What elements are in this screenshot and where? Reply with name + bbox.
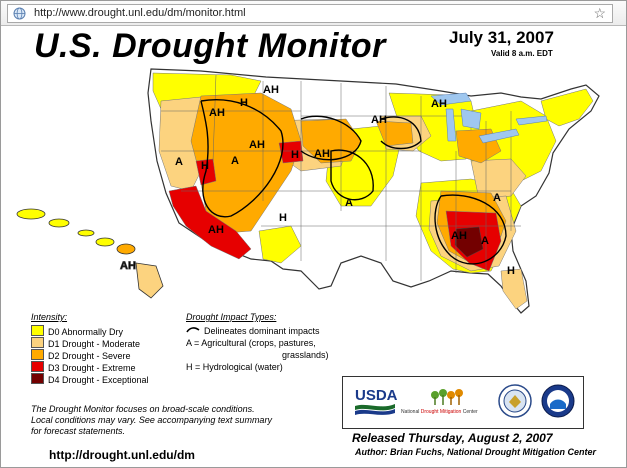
url-text: http://www.drought.unl.edu/dm/monitor.ht…	[34, 7, 246, 19]
map-label: A	[345, 197, 353, 209]
map-label: A	[493, 192, 501, 204]
ndmc-wordmark: National Drought Mitigation Center	[401, 409, 478, 415]
legend-item-d0: D0 Abnormally Dry	[31, 325, 149, 337]
map-label: A	[481, 235, 489, 247]
map-label: AH	[431, 98, 447, 110]
map-label: AH	[249, 139, 265, 151]
d1-swatch	[31, 337, 44, 348]
address-bar: http://www.drought.unl.edu/dm/monitor.ht…	[1, 1, 626, 26]
map-label: H	[240, 97, 248, 109]
impact-legend: Drought Impact Types: Delineates dominan…	[186, 312, 329, 373]
page-title: U.S. Drought Monitor	[34, 27, 386, 65]
release-date: Released Thursday, August 2, 2007	[352, 431, 553, 445]
map-label: H	[279, 212, 287, 224]
globe-icon	[13, 7, 26, 20]
d3-swatch	[31, 361, 44, 372]
ndmc-logo	[431, 389, 463, 405]
d4-areas	[454, 226, 484, 258]
impact-labels: AH H AH AH AH AH H AH H A A A AH H AH A …	[175, 84, 515, 277]
map-label: H	[507, 265, 515, 277]
sponsor-logos: USDA National Drought Mitigation Center	[342, 376, 584, 429]
d4-swatch	[31, 373, 44, 384]
map-label: AH	[120, 260, 136, 272]
impact-agricultural: A = Agricultural (crops, pastures,	[186, 338, 316, 348]
impact-header: Drought Impact Types:	[186, 312, 277, 322]
impact-agricultural-cont: grasslands)	[282, 350, 329, 360]
map-label: AH	[209, 107, 225, 119]
url-field[interactable]: http://www.drought.unl.edu/dm/monitor.ht…	[7, 4, 613, 23]
map-label: AH	[263, 84, 279, 96]
impact-hydrological: H = Hydrological (water)	[186, 362, 283, 372]
map-label: H	[291, 149, 299, 161]
author-line: Author: Brian Fuchs, National Drought Mi…	[355, 447, 596, 457]
map-label: A	[231, 155, 239, 167]
svg-text:USDA: USDA	[355, 387, 397, 404]
d2-swatch	[31, 349, 44, 360]
state-borders	[161, 74, 521, 281]
intensity-header: Intensity:	[31, 312, 68, 322]
valid-time: Valid 8 a.m. EDT	[491, 49, 553, 58]
map-label: AH	[451, 230, 467, 242]
map-date: July 31, 2007	[449, 28, 554, 47]
disclaimer-note: The Drought Monitor focuses on broad-sca…	[31, 404, 272, 436]
noaa-seal-icon	[541, 384, 575, 418]
usda-logo: USDA	[355, 387, 397, 415]
map-label: H	[201, 160, 209, 172]
map-label: AH	[314, 148, 330, 160]
drought-map: AH H AH AH AH AH H AH H A A A AH H AH A …	[16, 68, 600, 314]
legend-item-d1: D1 Drought - Moderate	[31, 337, 149, 349]
doc-seal-icon	[498, 384, 532, 418]
site-url: http://drought.unl.edu/dm	[49, 448, 195, 462]
map-label: AH	[371, 114, 387, 126]
hawaii: AH	[16, 208, 164, 299]
map-label: AH	[208, 224, 224, 236]
impact-lines	[200, 99, 507, 265]
d0-swatch	[31, 325, 44, 336]
great-lakes	[430, 92, 548, 144]
legend-item-d3: D3 Drought - Extreme	[31, 361, 149, 373]
intensity-legend: Intensity: D0 Abnormally Dry D1 Drought …	[31, 312, 149, 385]
legend-item-d2: D2 Drought - Severe	[31, 349, 149, 361]
star-icon[interactable]: ☆	[593, 5, 606, 21]
legend-item-d4: D4 Drought - Exceptional	[31, 373, 149, 385]
impact-line-item: Delineates dominant impacts	[186, 325, 329, 337]
impact-line-icon	[186, 327, 200, 333]
map-label: A	[175, 156, 183, 168]
